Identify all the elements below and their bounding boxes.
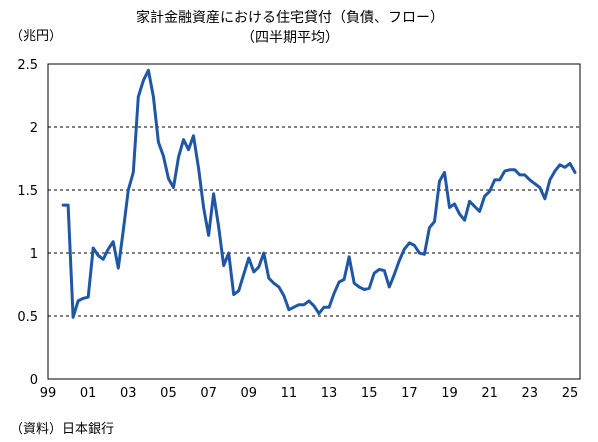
- x-tick-label: 07: [200, 386, 217, 401]
- x-tick-label: 03: [120, 386, 137, 401]
- x-tick-label: 19: [441, 386, 458, 401]
- y-tick-label: 1.5: [17, 184, 38, 199]
- y-tick-label: 0.5: [17, 310, 38, 325]
- x-tick-label: 17: [401, 386, 418, 401]
- chart-title: 家計金融資産における住宅貸付（負債、フロー）: [136, 9, 444, 26]
- y-tick-label: 2: [30, 121, 38, 136]
- x-tick-label: 13: [321, 386, 338, 401]
- x-tick-label: 09: [240, 386, 257, 401]
- x-tick-labels: 99 01 03 05 07 09 11 13 15 17 19 21 23 25: [40, 386, 579, 401]
- x-tick-label: 11: [281, 386, 298, 401]
- series-line: [61, 68, 577, 319]
- gridlines: [48, 126, 580, 317]
- source-label: （資料）日本銀行: [10, 422, 114, 437]
- y-tick-label: 1: [30, 247, 38, 262]
- x-tick-label: 21: [481, 386, 498, 401]
- y-axis-label: （兆円）: [10, 29, 62, 44]
- chart-subtitle: （四半期平均）: [241, 30, 339, 46]
- x-tick-label: 01: [80, 386, 97, 401]
- x-tick-label: 23: [522, 386, 539, 401]
- x-tick-label: 05: [160, 386, 177, 401]
- x-tick-label: 15: [361, 386, 378, 401]
- y-tick-label: 2.5: [17, 58, 38, 73]
- plot-frame: [47, 63, 581, 380]
- series-group: [61, 68, 577, 319]
- y-tick-label: 0: [30, 373, 38, 388]
- y-tick-labels: 0 0.5 1 1.5 2 2.5: [17, 58, 38, 388]
- x-tick-label: 25: [562, 386, 579, 401]
- x-tick-label: 99: [40, 386, 57, 401]
